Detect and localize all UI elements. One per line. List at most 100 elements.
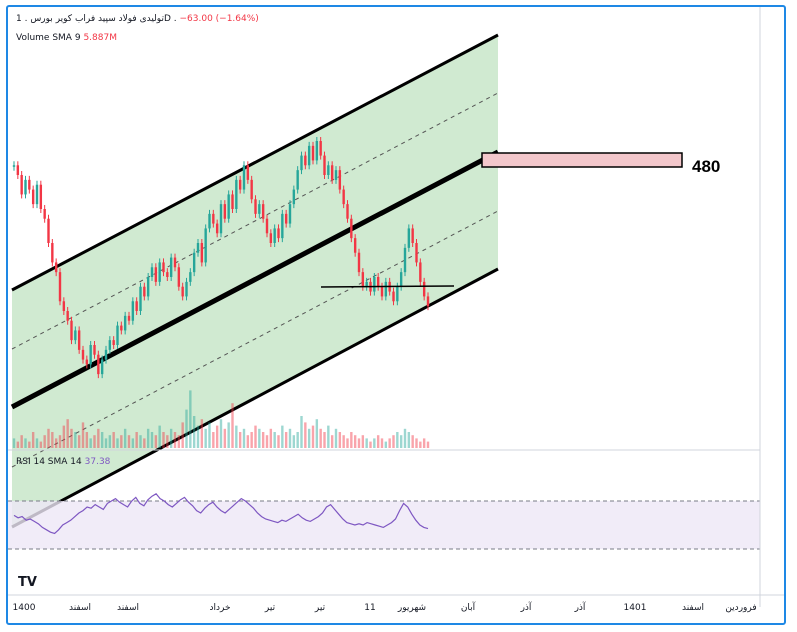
tradingview-logo-icon[interactable]: TV <box>18 575 37 590</box>
volume-bar <box>273 432 276 448</box>
volume-bar <box>265 435 269 448</box>
candle <box>177 267 181 287</box>
volume-bar <box>407 432 411 448</box>
volume-bar <box>196 425 200 448</box>
candle <box>426 296 430 307</box>
channel-mid-line <box>10 149 500 410</box>
volume-bar <box>373 438 376 448</box>
volume-bar <box>350 432 353 448</box>
candle <box>208 213 211 229</box>
volume-bar <box>219 419 223 448</box>
time-axis: 1400 اسفند اسفند خرداد تیر تیر 11 شهریور آبان آذر… <box>8 7 784 613</box>
candle <box>166 272 169 277</box>
candle <box>97 354 100 375</box>
volume-bar <box>215 425 219 448</box>
volume-bar <box>361 435 365 448</box>
volume-bar <box>192 416 196 448</box>
candle <box>304 155 307 166</box>
candle <box>35 184 39 205</box>
candle <box>334 170 338 180</box>
candle <box>62 301 66 311</box>
rsi-value: 37.38 <box>84 457 111 467</box>
candle <box>292 189 296 205</box>
volume-bar <box>100 432 104 448</box>
volume-bar <box>296 432 299 448</box>
candle <box>235 179 238 209</box>
candle <box>238 179 242 190</box>
volume-bar <box>380 438 384 448</box>
candle <box>288 204 292 224</box>
candle <box>108 340 112 350</box>
candle <box>51 243 54 263</box>
candle <box>281 213 284 239</box>
volume-bar <box>392 435 395 448</box>
time-axis-label: اسفند <box>69 603 91 613</box>
candle <box>158 262 161 282</box>
candle <box>407 228 411 248</box>
candle <box>384 281 388 297</box>
candle <box>120 325 123 331</box>
candle <box>116 325 119 345</box>
volume-bar <box>173 432 177 448</box>
volume-label: Volume SMA 9 <box>16 33 81 43</box>
volume-bar <box>116 438 119 448</box>
volume-bar <box>24 438 27 448</box>
candle <box>338 170 342 190</box>
volume-bar <box>384 441 388 448</box>
symbol-legend: تولیدی فولاد سپید فراب کویر بورس . 1D . … <box>16 14 259 24</box>
candle <box>319 141 322 156</box>
symbol-meta: بورس . 1D . <box>16 14 177 24</box>
candle <box>66 311 69 321</box>
price-change: −63.00 (−1.64%) <box>179 14 259 24</box>
volume-bar <box>51 432 54 448</box>
volume-bar <box>204 428 207 448</box>
candle <box>31 189 35 205</box>
volume-bar <box>422 438 426 448</box>
candle <box>181 286 184 297</box>
time-axis-label: 1400 <box>13 603 36 613</box>
candle <box>189 272 192 282</box>
candle <box>422 281 426 297</box>
candle <box>143 286 146 297</box>
volume-bar <box>323 432 326 448</box>
volume-bar <box>89 438 92 448</box>
candle <box>261 204 265 219</box>
volume-bar <box>403 428 407 448</box>
candle <box>24 179 27 195</box>
candle <box>196 243 200 253</box>
volume-bars <box>12 390 430 448</box>
volume-bar <box>426 441 430 448</box>
candle <box>223 204 227 219</box>
candle <box>146 277 150 297</box>
target-zone-480 <box>481 152 683 168</box>
candle <box>357 252 361 273</box>
ascending-channel <box>10 33 500 529</box>
candle <box>323 155 326 175</box>
volume-bar <box>135 432 138 448</box>
candle <box>215 223 219 234</box>
candle <box>300 155 303 171</box>
price-chart[interactable]: 1400 اسفند اسفند خرداد تیر تیر 11 شهریور آبان آذر… <box>8 7 784 623</box>
time-axis-label: اسفند <box>117 603 139 613</box>
volume-bar <box>212 432 215 448</box>
candle <box>16 165 20 175</box>
rsi-line <box>13 493 429 535</box>
rsi-pane <box>8 493 760 550</box>
volume-bar <box>342 435 345 448</box>
candle <box>85 359 89 365</box>
volume-bar <box>181 422 184 448</box>
candle <box>376 277 380 287</box>
candle <box>350 218 353 239</box>
volume-bar <box>254 425 257 448</box>
volume-bar <box>143 438 146 448</box>
volume-bar <box>277 435 280 448</box>
volume-bar <box>85 432 89 448</box>
volume-bar <box>238 432 242 448</box>
candle <box>330 165 334 180</box>
volume-bar <box>162 432 165 448</box>
candle <box>258 204 261 214</box>
drawings <box>320 152 683 288</box>
candle <box>173 257 177 268</box>
volume-bar <box>158 425 161 448</box>
support-line <box>320 285 455 288</box>
